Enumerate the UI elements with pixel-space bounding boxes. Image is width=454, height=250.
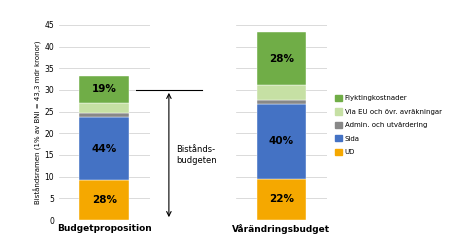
- Bar: [79, 76, 129, 103]
- Bar: [257, 100, 306, 104]
- Text: 28%: 28%: [92, 195, 117, 205]
- Bar: [257, 85, 306, 100]
- Bar: [257, 104, 306, 179]
- Legend: Flyktingkostnader, Via EU och övr. avräkningar, Admin. och utvärdering, Sida, UD: Flyktingkostnader, Via EU och övr. avräk…: [335, 95, 442, 155]
- Bar: [79, 113, 129, 117]
- Bar: [79, 117, 129, 180]
- Bar: [79, 180, 129, 220]
- Text: 44%: 44%: [92, 144, 117, 154]
- Text: 28%: 28%: [269, 54, 294, 64]
- Bar: [79, 103, 129, 113]
- Text: 22%: 22%: [269, 194, 294, 204]
- Text: 19%: 19%: [92, 84, 117, 94]
- Y-axis label: Biståndsramen (1% av BNI = 43,3 mdr kronor): Biståndsramen (1% av BNI = 43,3 mdr kron…: [34, 41, 42, 204]
- Bar: [257, 179, 306, 220]
- Text: Bistånds-
budgeten: Bistånds- budgeten: [176, 145, 217, 165]
- Bar: [257, 32, 306, 85]
- Text: 40%: 40%: [269, 136, 294, 146]
